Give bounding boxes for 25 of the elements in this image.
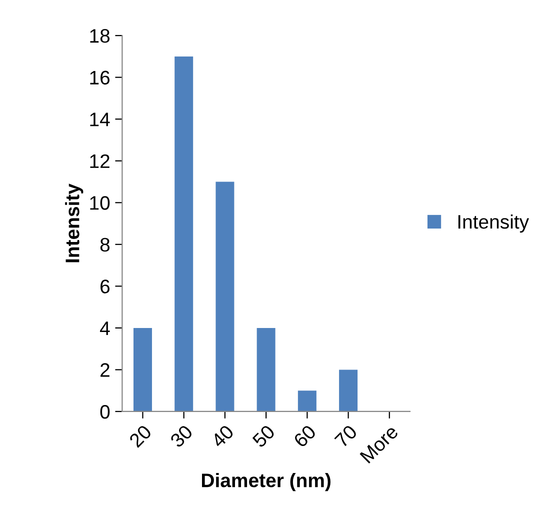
y-tick-label: 10: [90, 196, 110, 210]
x-axis-title: Diameter (nm): [202, 472, 330, 492]
x-tick-label: 30: [169, 424, 194, 448]
bar: [133, 328, 152, 412]
x-tick-label: 40: [210, 424, 235, 448]
x-tick-label: 60: [292, 424, 317, 448]
y-tick-label: 4: [100, 322, 110, 335]
x-tick-label: 20: [128, 424, 152, 448]
x-tick-label: 50: [252, 424, 276, 448]
bar: [216, 182, 234, 412]
bar: [298, 390, 316, 412]
y-tick-label: 14: [90, 112, 110, 126]
legend-label: Intensity: [458, 214, 530, 233]
y-tick-label: 8: [100, 238, 110, 252]
y-tick-label: 18: [90, 29, 110, 43]
y-axis-title: Intensity: [65, 184, 84, 262]
y-tick-label: 16: [90, 70, 110, 85]
y-tick-label: 2: [100, 363, 110, 377]
bar: [339, 370, 358, 412]
y-tick-label: 6: [100, 280, 110, 294]
y-tick-label: 0: [100, 404, 110, 419]
x-tick-label: 70: [334, 424, 358, 448]
bar: [174, 56, 194, 412]
bar: [256, 328, 276, 412]
y-tick-label: 12: [90, 154, 110, 168]
